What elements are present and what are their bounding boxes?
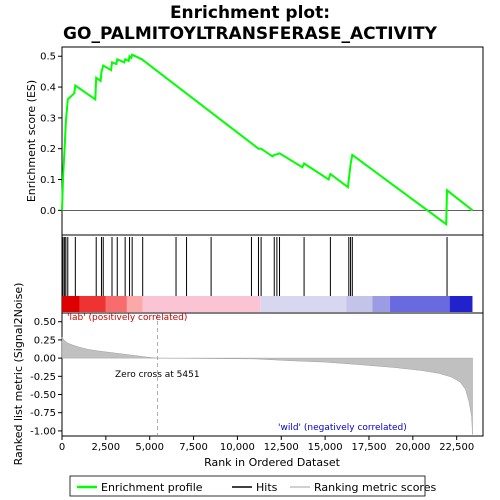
colorbar-segment xyxy=(142,296,261,312)
metric-y-tick-label: 0.25 xyxy=(34,335,56,346)
metric-y-tick-label: -0.50 xyxy=(30,390,56,401)
x-tick-label: 10,000 xyxy=(220,442,255,453)
hit-markers xyxy=(62,237,448,296)
x-tick-label: 15,000 xyxy=(308,442,343,453)
legend-hits-label: Hits xyxy=(256,481,278,494)
x-tick-label: 7,500 xyxy=(179,442,208,453)
x-axis-ticks: 0 2,500 5,000 7,500 10,000 12,500 15,000 17,500… xyxy=(59,436,474,453)
chart-title-line2: GO_PALMITOYLTRANSFERASE_ACTIVITY xyxy=(63,24,438,44)
ranking-colorbar xyxy=(62,296,473,312)
x-tick-label: 17,500 xyxy=(351,442,386,453)
metric-y-axis-label: Ranked list metric (Signal2Noise) xyxy=(12,283,25,466)
x-tick-label: 5,000 xyxy=(135,442,164,453)
hits-panel xyxy=(61,234,484,314)
es-y-tick-label: 0.4 xyxy=(40,83,56,94)
x-tick-label: 22,500 xyxy=(439,442,474,453)
x-axis-label: Rank in Ordered Dataset xyxy=(204,456,341,469)
x-tick-label: 0 xyxy=(59,442,65,453)
colorbar-segment xyxy=(390,296,450,312)
positive-correlation-label: 'lab' (positively correlated) xyxy=(67,313,187,323)
es-profile-line xyxy=(61,53,474,227)
chart-title-line1: Enrichment plot: xyxy=(170,3,330,23)
es-y-tick-label: 0.1 xyxy=(40,175,56,186)
x-tick-label: 20,000 xyxy=(395,442,430,453)
colorbar-segment xyxy=(372,296,391,312)
metric-y-tick-label: -1.00 xyxy=(30,426,56,437)
metric-y-tick-label: 0.50 xyxy=(34,317,56,328)
colorbar-segment xyxy=(79,296,106,312)
metric-y-tick-label: 0.00 xyxy=(34,354,56,365)
legend-metric-label: Ranking metric scores xyxy=(314,481,436,494)
x-tick-label: 12,500 xyxy=(264,442,299,453)
es-y-axis-label: Enrichment score (ES) xyxy=(25,80,38,202)
colorbar-segment xyxy=(449,296,473,312)
negative-correlation-label: 'wild' (negatively correlated) xyxy=(278,423,407,433)
metric-y-tick-label: -0.75 xyxy=(30,408,56,419)
zero-cross-label: Zero cross at 5451 xyxy=(115,370,200,380)
es-panel-frame xyxy=(61,46,484,236)
colorbar-segment xyxy=(346,296,373,312)
colorbar-segment xyxy=(105,296,127,312)
metric-panel-frame xyxy=(61,312,484,437)
colorbar-segment xyxy=(260,296,347,312)
colorbar-segment xyxy=(62,296,80,312)
metric-y-tick-label: -0.25 xyxy=(30,372,56,383)
es-panel: 0.0 0.1 0.2 0.3 0.4 0.5 Enrichment score (ES) xyxy=(25,46,484,236)
legend: Enrichment profile Hits Ranking metric s… xyxy=(69,475,436,497)
x-tick-label: 2,500 xyxy=(92,442,121,453)
es-y-tick-label: 0.5 xyxy=(40,52,56,63)
colorbar-segment xyxy=(126,296,143,312)
legend-box xyxy=(69,475,426,497)
legend-enrichment-label: Enrichment profile xyxy=(101,481,203,494)
es-y-tick-label: 0.2 xyxy=(40,144,56,155)
es-y-tick-label: 0.3 xyxy=(40,113,56,124)
metric-panel: 0.50 0.25 0.00 -0.25 -0.50 -0.75 -1.00 'lab' (… xyxy=(12,283,484,466)
ranking-metric-area xyxy=(61,336,473,435)
es-y-tick-label: 0.0 xyxy=(40,206,56,217)
metric-y-ticks: 0.50 0.25 0.00 -0.25 -0.50 -0.75 -1.00 xyxy=(30,317,62,437)
es-y-ticks: 0.0 0.1 0.2 0.3 0.4 0.5 xyxy=(40,52,62,217)
